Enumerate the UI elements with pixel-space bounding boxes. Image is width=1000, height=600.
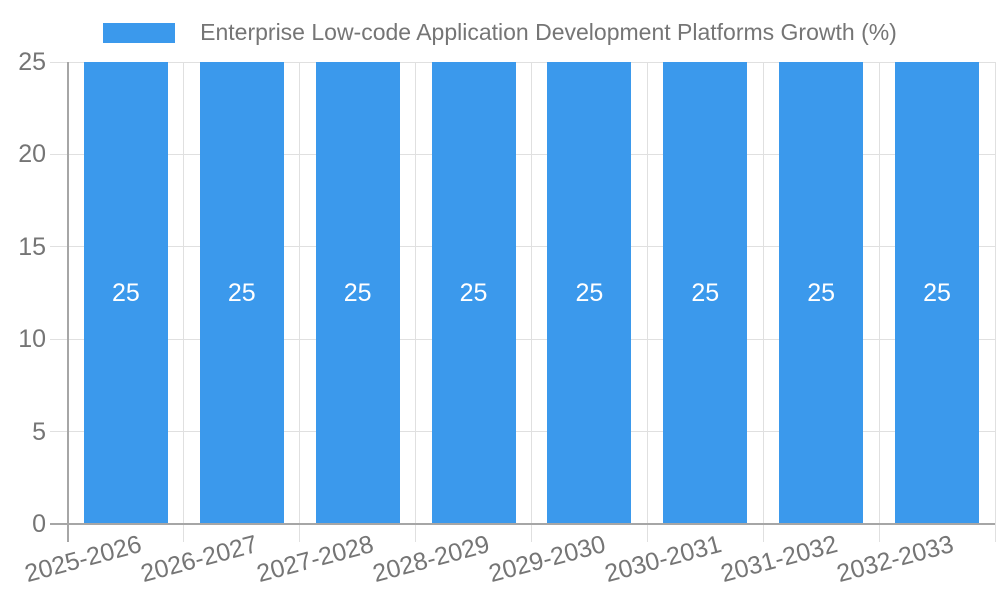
gridline-horizontal (50, 61, 995, 63)
y-tick-label: 20 (18, 140, 46, 169)
y-tick-label: 15 (18, 232, 46, 261)
gridline-horizontal (50, 153, 995, 155)
y-axis: 0 5 10 15 20 25 (0, 0, 46, 600)
gridline-horizontal (50, 246, 995, 248)
x-tick-label: 2026-2027 (138, 530, 261, 589)
bar-value-label: 25 (112, 278, 140, 307)
legend-swatch (103, 22, 176, 43)
x-tick-label: 2027-2028 (253, 530, 377, 589)
bar: 25 (663, 62, 748, 524)
gridline-vertical (762, 62, 764, 542)
bar-value-label: 25 (343, 278, 372, 307)
plot-area: 25 25 25 25 25 25 25 25 (50, 61, 996, 542)
gridline-vertical (646, 62, 648, 542)
x-axis-line (50, 523, 995, 525)
x-tick-label: 2030-2031 (601, 530, 725, 589)
x-tick-label: 2029-2030 (485, 530, 609, 589)
bar: 25 (895, 62, 980, 524)
bar: 25 (779, 62, 864, 524)
chart-legend: Enterprise Low-code Application Developm… (0, 19, 1000, 46)
y-tick-label: 10 (18, 325, 46, 354)
y-axis-line (67, 62, 69, 542)
bar-value-label: 25 (923, 278, 951, 307)
gridline-vertical (878, 62, 880, 542)
bar-value-label: 25 (575, 278, 604, 307)
gridline-vertical (183, 62, 185, 542)
x-tick-label: 2031-2032 (717, 530, 841, 589)
gridline-vertical (994, 62, 996, 542)
bar: 25 (431, 62, 516, 524)
y-tick-label: 5 (32, 417, 46, 446)
gridline-vertical (415, 62, 417, 542)
bar: 25 (547, 62, 632, 524)
bar-value-label: 25 (807, 278, 836, 307)
gridline-horizontal (50, 338, 995, 340)
bar-value-label: 25 (691, 278, 720, 307)
gridline-vertical (299, 62, 301, 542)
bar: 25 (199, 62, 284, 524)
bar-value-label: 25 (227, 278, 256, 307)
bar-value-label: 25 (459, 278, 488, 307)
gridline-horizontal (50, 431, 995, 433)
bar: 25 (83, 62, 168, 524)
x-tick-label: 2032-2033 (833, 530, 957, 589)
x-tick-label: 2028-2029 (369, 530, 493, 589)
gridline-vertical (531, 62, 532, 542)
bar: 25 (315, 62, 400, 524)
legend-label: Enterprise Low-code Application Developm… (200, 19, 897, 45)
y-tick-label: 25 (18, 48, 46, 76)
y-tick-label: 0 (32, 510, 46, 538)
